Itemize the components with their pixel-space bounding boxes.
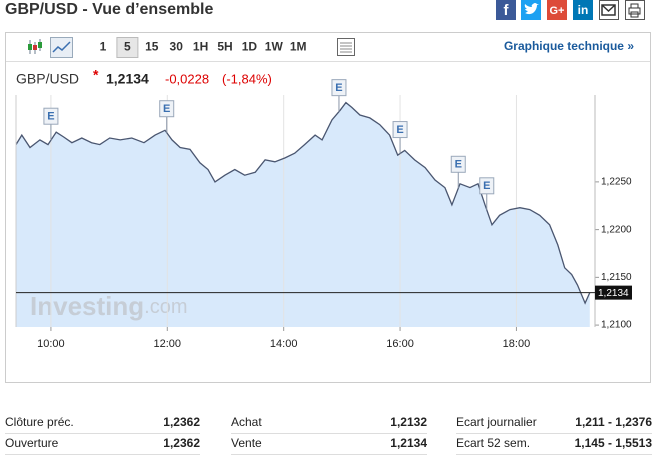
y-tick-label: 1,2100	[601, 320, 632, 331]
stat-value: 1,145 - 1,5513	[575, 436, 653, 450]
print-icon	[628, 3, 641, 18]
interval-button[interactable]: 1W	[265, 40, 284, 54]
interval-label: 5H	[217, 40, 232, 54]
x-tick-label: 10:00	[37, 338, 65, 350]
stat-value: 1,2362	[163, 415, 200, 429]
stat-value: 1,2362	[163, 436, 200, 450]
quote-symbol: GBP/USD	[16, 71, 79, 87]
event-label: E	[163, 103, 170, 115]
interval-label: 1M	[290, 40, 307, 54]
y-tick-label: 1,2250	[601, 177, 632, 188]
quote-change: -0,0228	[165, 71, 209, 86]
facebook-button[interactable]	[496, 0, 516, 20]
interval-button[interactable]: 1M	[290, 40, 307, 54]
linkedin-button[interactable]	[573, 0, 593, 20]
event-marker[interactable]	[43, 107, 59, 125]
interval-button[interactable]: 1D	[242, 40, 258, 54]
page-title: GBP/USD - Vue d’ensemble	[5, 1, 213, 18]
watermark-domain: .com	[144, 296, 187, 318]
stat-value: 1,211 - 1,2376	[575, 415, 652, 429]
plot: Investing.com 10:00 12:00 14:00 16:00 18:00 1,…	[15, 79, 632, 350]
interval-label: 15	[145, 40, 159, 54]
stat-label: Ecart journalier	[456, 415, 537, 429]
interval-label: 1	[100, 40, 107, 54]
current-price-box	[595, 285, 632, 300]
quote-change-pct: (-1,84%)	[222, 71, 272, 86]
interval-button[interactable]: 30	[170, 40, 184, 54]
facebook-icon: f	[504, 2, 510, 19]
x-tick-label: 16:00	[386, 338, 414, 350]
stat-label: Ouverture	[5, 436, 59, 450]
line-button[interactable]	[50, 37, 73, 58]
quote-last: 1,2134	[106, 71, 149, 87]
googleplus-button[interactable]	[547, 0, 567, 20]
googleplus-icon: G+	[550, 5, 565, 17]
calendar-button[interactable]	[337, 38, 355, 56]
quote-marker: *	[93, 67, 99, 83]
interval-label: 30	[170, 40, 184, 54]
interval-button[interactable]: 5H	[217, 40, 232, 54]
stats-table: Clôture préc. 1,2362 Achat 1,2132 Ecart jour…	[5, 415, 653, 455]
event-marker[interactable]	[331, 79, 347, 97]
stat-value: 1,2134	[390, 436, 427, 450]
stat-label: Ecart 52 sem.	[456, 436, 530, 450]
price-line	[15, 101, 591, 305]
technical-chart-link[interactable]: Graphique technique »	[504, 39, 634, 53]
event-marker[interactable]	[392, 121, 408, 139]
event-label: E	[47, 111, 54, 123]
interval-button[interactable]: 5	[116, 37, 139, 58]
interval-label: 1H	[193, 40, 208, 54]
candle-button[interactable]	[28, 39, 42, 54]
interval-button[interactable]: 1H	[193, 40, 208, 54]
watermark: Investing.com	[30, 291, 187, 321]
y-tick-label: 1,2200	[601, 224, 632, 235]
event-label: E	[396, 124, 403, 136]
line-icon	[52, 41, 71, 53]
event-marker[interactable]	[479, 177, 495, 195]
twitter-icon	[524, 3, 539, 15]
interval-label: 1W	[265, 40, 284, 54]
event-label: E	[455, 159, 462, 171]
watermark-brand: Investing	[30, 291, 144, 321]
interval-active-bg	[116, 37, 139, 58]
linkedin-icon: in	[578, 3, 589, 17]
y-tick-label: 1,2150	[601, 272, 632, 283]
x-tick-label: 12:00	[154, 338, 182, 350]
event-marker[interactable]	[159, 100, 175, 118]
x-tick-label: 14:00	[270, 338, 298, 350]
interval-button[interactable]: 1	[100, 40, 107, 54]
event-marker[interactable]	[450, 155, 466, 173]
stat-value: 1,2132	[390, 415, 427, 429]
event-label: E	[483, 180, 490, 192]
stat-label: Achat	[231, 415, 262, 429]
interval-label: 5	[124, 40, 131, 54]
interval-label: 1D	[242, 40, 258, 54]
current-price-label: 1,2134	[598, 288, 629, 299]
stat-label: Vente	[231, 436, 262, 450]
interval-button[interactable]: 15	[145, 40, 159, 54]
x-tick-label: 18:00	[503, 338, 531, 350]
stat-label: Clôture préc.	[5, 415, 74, 429]
event-label: E	[335, 82, 342, 94]
area-fill	[16, 102, 590, 327]
email-icon	[601, 4, 616, 16]
